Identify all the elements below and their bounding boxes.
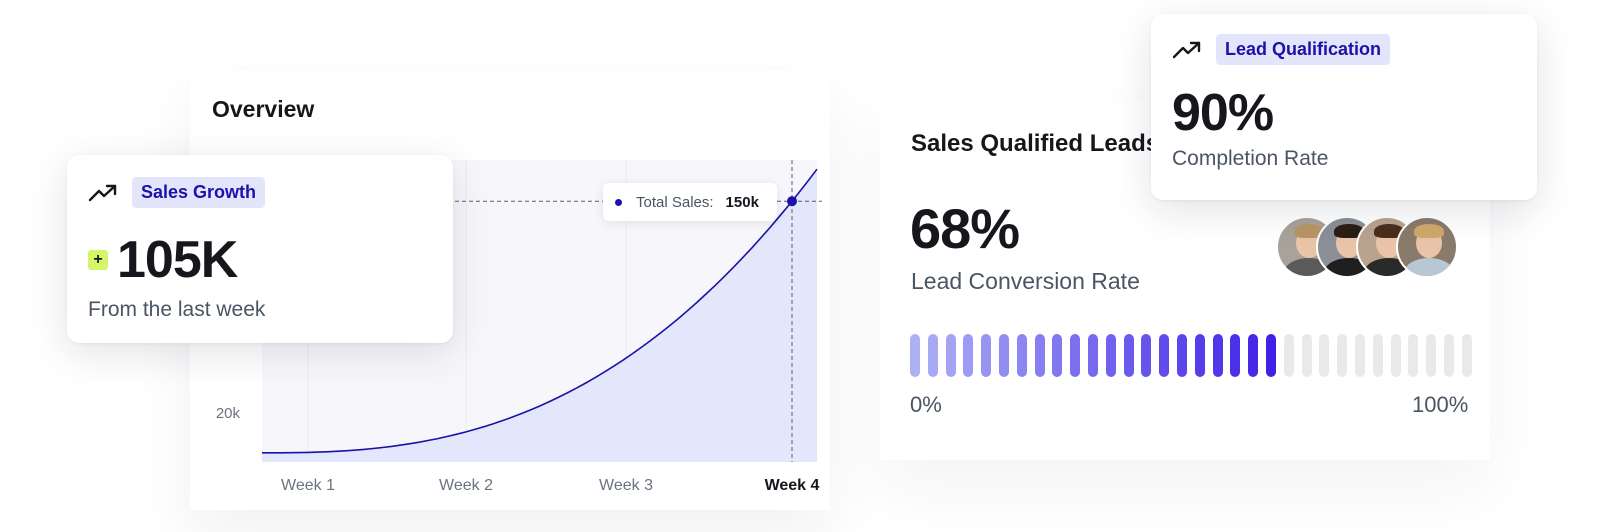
progress-segment (1070, 334, 1081, 377)
x-tick-label: Week 2 (439, 477, 493, 494)
chart-tooltip: Total Sales: 150k (603, 183, 777, 221)
completion-rate-value: 90% (1172, 84, 1274, 142)
avatar-hair (1374, 224, 1404, 238)
tooltip-dot (615, 198, 622, 206)
sales-growth-card[interactable]: Sales Growth + 105K From the last week (67, 155, 453, 343)
x-tick-label: Week 3 (599, 477, 653, 494)
trending-up-icon (1172, 41, 1201, 58)
progress-segment (927, 334, 938, 377)
progress-segment (981, 334, 992, 377)
progress-segment (1283, 334, 1294, 377)
x-tick-label: Week 1 (281, 477, 335, 494)
progress-segment (1159, 334, 1170, 377)
y-tick-label: 20k (216, 405, 241, 422)
progress-segment (1194, 334, 1205, 377)
progress-segment (945, 334, 956, 377)
progress-segment (1034, 334, 1045, 377)
progress-segment (1354, 334, 1365, 377)
avatar-man-young[interactable] (1396, 216, 1458, 278)
progress-segment (1443, 334, 1454, 377)
avatar-hair (1414, 224, 1444, 238)
avatar-body (1404, 258, 1454, 276)
sales-growth-value: 105K (117, 231, 238, 289)
lead-conversion-value: 68% (910, 197, 1020, 260)
chart-x-axis: Week 1 Week 2 Week 3 Week 4 (281, 477, 820, 494)
progress-segment (1052, 334, 1063, 377)
sales-growth-subtitle: From the last week (88, 298, 266, 321)
lead-qualification-tag: Lead Qualification (1216, 34, 1391, 65)
overview-title: Overview (212, 96, 315, 122)
conversion-progress-bar (910, 334, 1480, 377)
chart-highlight-point (787, 196, 797, 207)
avatar-hair (1294, 224, 1324, 238)
sales-value-row: + 105K (88, 230, 432, 290)
x-tick-label: Week 4 (765, 477, 820, 494)
chart-y-axis: 20k (216, 405, 241, 422)
progress-segment (1176, 334, 1187, 377)
progress-segment (1408, 334, 1419, 377)
progress-segment (1265, 334, 1276, 377)
progress-segment (1248, 334, 1259, 377)
progress-segment (1016, 334, 1027, 377)
progress-segment (1426, 334, 1437, 377)
lead-card-header: Lead Qualification (1172, 34, 1516, 65)
progress-segment (1461, 334, 1472, 377)
progress-segment (1105, 334, 1116, 377)
progress-segment (1319, 334, 1330, 377)
progress-segment (1390, 334, 1401, 377)
progress-segment (1087, 334, 1098, 377)
progress-segment (1337, 334, 1348, 377)
progress-segment (963, 334, 974, 377)
chart-area-fill (262, 169, 817, 462)
sales-card-header: Sales Growth (88, 177, 432, 208)
chart-line (262, 168, 818, 454)
sales-growth-tag: Sales Growth (132, 177, 266, 208)
completion-rate-label: Completion Rate (1172, 147, 1329, 170)
progress-segment (998, 334, 1009, 377)
progress-segment (1123, 334, 1134, 377)
progress-segment (1301, 334, 1312, 377)
trending-up-icon (88, 184, 117, 201)
tooltip-label: Total Sales: (636, 193, 714, 211)
progress-segment (910, 334, 920, 377)
lead-qualification-card[interactable]: Lead Qualification 90% Completion Rate (1151, 14, 1537, 200)
progress-max-label: 100% (1412, 392, 1469, 417)
progress-segment (1141, 334, 1152, 377)
avatar-hair (1334, 224, 1364, 238)
sql-title: Sales Qualified Leads (911, 130, 1160, 157)
plus-badge: + (88, 250, 108, 270)
progress-segment (1212, 334, 1223, 377)
progress-segment (1372, 334, 1383, 377)
progress-min-label: 0% (910, 392, 942, 417)
tooltip-value: 150k (725, 193, 759, 211)
lead-conversion-label: Lead Conversion Rate (911, 268, 1140, 294)
progress-segment (1230, 334, 1241, 377)
avatar-group[interactable] (1276, 216, 1458, 278)
